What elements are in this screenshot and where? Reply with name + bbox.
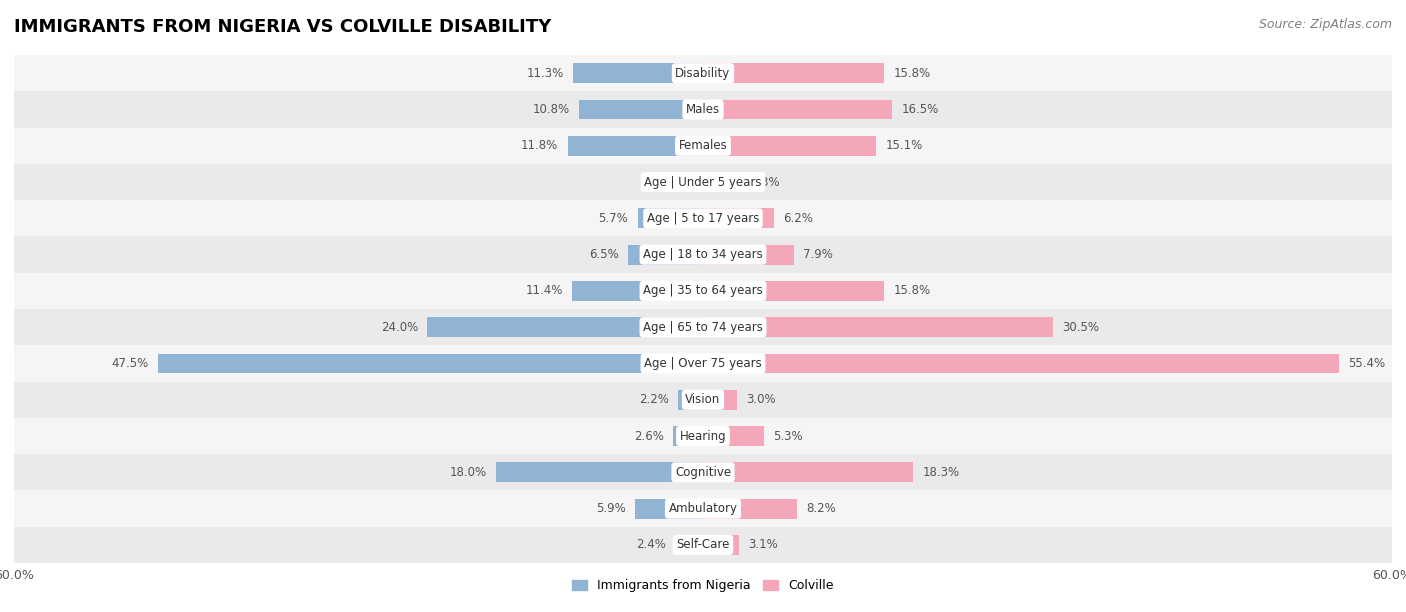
Bar <box>14 345 1392 382</box>
Bar <box>579 100 703 119</box>
Bar <box>703 390 738 410</box>
Text: 55.4%: 55.4% <box>1348 357 1385 370</box>
Text: 5.3%: 5.3% <box>773 430 803 442</box>
Text: Ambulatory: Ambulatory <box>668 502 738 515</box>
Text: 3.1%: 3.1% <box>748 539 778 551</box>
Text: 2.4%: 2.4% <box>637 539 666 551</box>
Bar <box>496 462 703 482</box>
Bar <box>574 63 703 83</box>
Text: Hearing: Hearing <box>679 430 727 442</box>
Text: Age | 35 to 64 years: Age | 35 to 64 years <box>643 285 763 297</box>
Text: 18.0%: 18.0% <box>450 466 486 479</box>
Legend: Immigrants from Nigeria, Colville: Immigrants from Nigeria, Colville <box>567 575 839 597</box>
Bar <box>703 172 741 192</box>
Bar <box>14 164 1392 200</box>
Bar <box>703 208 775 228</box>
Text: Age | 65 to 74 years: Age | 65 to 74 years <box>643 321 763 334</box>
Text: Disability: Disability <box>675 67 731 80</box>
Text: 3.3%: 3.3% <box>749 176 780 188</box>
Bar <box>14 55 1392 91</box>
Text: 47.5%: 47.5% <box>111 357 149 370</box>
Text: 2.6%: 2.6% <box>634 430 664 442</box>
Bar <box>703 499 797 518</box>
Bar <box>703 100 893 119</box>
Text: Self-Care: Self-Care <box>676 539 730 551</box>
Bar <box>14 454 1392 490</box>
Text: 8.2%: 8.2% <box>807 502 837 515</box>
Text: 18.3%: 18.3% <box>922 466 959 479</box>
Text: 11.8%: 11.8% <box>522 140 558 152</box>
Text: 6.5%: 6.5% <box>589 248 619 261</box>
Text: 7.9%: 7.9% <box>803 248 832 261</box>
Bar <box>568 136 703 156</box>
Bar <box>157 354 703 373</box>
Text: 24.0%: 24.0% <box>381 321 418 334</box>
Bar <box>637 208 703 228</box>
Text: Cognitive: Cognitive <box>675 466 731 479</box>
Bar <box>14 273 1392 309</box>
Text: 15.8%: 15.8% <box>894 285 931 297</box>
Text: 11.4%: 11.4% <box>526 285 562 297</box>
Text: Females: Females <box>679 140 727 152</box>
Text: IMMIGRANTS FROM NIGERIA VS COLVILLE DISABILITY: IMMIGRANTS FROM NIGERIA VS COLVILLE DISA… <box>14 18 551 36</box>
Bar <box>703 462 912 482</box>
Bar <box>14 200 1392 236</box>
Bar <box>703 426 763 446</box>
Bar <box>636 499 703 518</box>
Bar <box>703 136 876 156</box>
Bar <box>703 281 884 301</box>
Bar <box>14 91 1392 128</box>
Text: Age | Over 75 years: Age | Over 75 years <box>644 357 762 370</box>
Bar <box>572 281 703 301</box>
Bar <box>14 527 1392 563</box>
Text: 5.9%: 5.9% <box>596 502 626 515</box>
Text: Age | 18 to 34 years: Age | 18 to 34 years <box>643 248 763 261</box>
Text: 1.2%: 1.2% <box>650 176 681 188</box>
Text: 2.2%: 2.2% <box>638 394 669 406</box>
Text: 3.0%: 3.0% <box>747 394 776 406</box>
Text: 6.2%: 6.2% <box>783 212 813 225</box>
Bar <box>628 245 703 264</box>
Bar <box>427 317 703 337</box>
Bar <box>14 382 1392 418</box>
Text: Source: ZipAtlas.com: Source: ZipAtlas.com <box>1258 18 1392 31</box>
Bar <box>703 535 738 555</box>
Bar <box>675 535 703 555</box>
Text: 10.8%: 10.8% <box>533 103 569 116</box>
Bar <box>14 309 1392 345</box>
Bar <box>689 172 703 192</box>
Text: 11.3%: 11.3% <box>527 67 564 80</box>
Bar <box>673 426 703 446</box>
Text: Age | 5 to 17 years: Age | 5 to 17 years <box>647 212 759 225</box>
Bar <box>703 354 1339 373</box>
Bar <box>703 63 884 83</box>
Text: 15.8%: 15.8% <box>894 67 931 80</box>
Text: Males: Males <box>686 103 720 116</box>
Bar <box>14 490 1392 527</box>
Bar <box>678 390 703 410</box>
Text: 16.5%: 16.5% <box>901 103 939 116</box>
Bar <box>703 317 1053 337</box>
Text: Vision: Vision <box>685 394 721 406</box>
Text: 15.1%: 15.1% <box>886 140 922 152</box>
Bar <box>14 236 1392 273</box>
Bar <box>14 418 1392 454</box>
Bar <box>14 128 1392 164</box>
Text: 30.5%: 30.5% <box>1063 321 1099 334</box>
Bar <box>703 245 794 264</box>
Text: Age | Under 5 years: Age | Under 5 years <box>644 176 762 188</box>
Text: 5.7%: 5.7% <box>599 212 628 225</box>
